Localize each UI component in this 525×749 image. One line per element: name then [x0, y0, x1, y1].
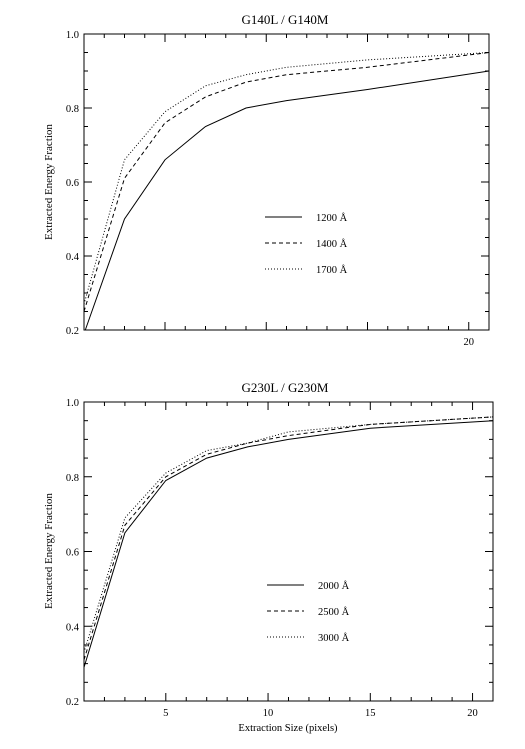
x-tick-label: 5: [163, 708, 168, 719]
series-line-2-1: [83, 420, 494, 668]
series-line-1-3: [83, 52, 490, 305]
chart-title-1: G140L / G140M: [242, 12, 329, 27]
series-line-2-2: [83, 416, 494, 661]
x-tick-label: 20: [464, 337, 475, 348]
legend-2: 2000 Å 2500 Å 3000 Å: [267, 580, 350, 644]
series-line-1-1: [84, 70, 490, 331]
y-tick-label: 0.8: [66, 473, 79, 484]
plot-frame-1: [83, 33, 490, 331]
x-tick-label: 20: [467, 708, 478, 719]
x-ticks-1: 20: [83, 34, 490, 348]
legend-label-2-3: 3000 Å: [318, 632, 350, 644]
legend-1: 1200 Å 1400 Å 1700 Å: [265, 212, 348, 276]
series-line-2-3: [83, 416, 494, 653]
y-tick-label: 0.2: [66, 697, 79, 708]
y-tick-label: 0.8: [66, 104, 79, 115]
series-line-1-2: [83, 52, 490, 312]
x-tick-label: 10: [263, 708, 274, 719]
chart-panel-2: G230L / G230M Extracted Energy Fraction …: [43, 380, 494, 734]
series-group-1: [83, 52, 490, 331]
plot-frame-2: [83, 401, 494, 702]
y-tick-label: 0.4: [66, 252, 80, 263]
legend-label-1-1: 1200 Å: [316, 212, 348, 224]
chart-title-2: G230L / G230M: [242, 380, 329, 395]
y-axis-label-2: Extracted Energy Fraction: [43, 493, 55, 609]
y-tick-label: 0.6: [66, 178, 79, 189]
x-ticks-2: 5 10 15 20: [83, 402, 494, 719]
x-axis-label-2: Extraction Size (pixels): [238, 723, 338, 734]
y-ticks-1: 0.2 0.4 0.6 0.8 1.0: [66, 30, 489, 337]
y-axis-label-1: Extracted Energy Fraction: [43, 124, 55, 240]
legend-label-1-3: 1700 Å: [316, 264, 348, 276]
y-tick-label: 1.0: [66, 398, 79, 409]
series-group-2: [83, 416, 494, 668]
y-tick-label: 0.6: [66, 548, 79, 559]
legend-label-2-2: 2500 Å: [318, 606, 350, 618]
legend-label-2-1: 2000 Å: [318, 580, 350, 592]
chart-panel-1: G140L / G140M Extracted Energy Fraction …: [43, 12, 490, 348]
y-ticks-2: 0.2 0.4 0.6 0.8 1.0: [66, 398, 493, 708]
x-tick-label: 15: [365, 708, 376, 719]
y-tick-label: 0.2: [66, 326, 79, 337]
legend-label-1-2: 1400 Å: [316, 238, 348, 250]
y-tick-label: 1.0: [66, 30, 79, 41]
y-tick-label: 0.4: [66, 622, 80, 633]
